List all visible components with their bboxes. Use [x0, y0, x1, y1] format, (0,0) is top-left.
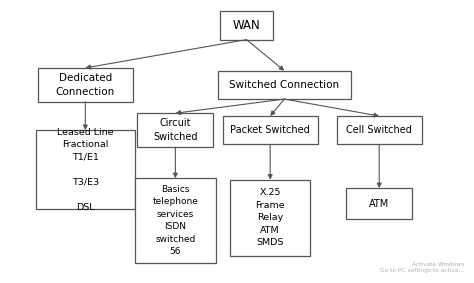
FancyBboxPatch shape [337, 116, 422, 144]
Text: Cell Switched: Cell Switched [346, 125, 412, 135]
FancyBboxPatch shape [137, 113, 213, 147]
FancyBboxPatch shape [220, 11, 273, 40]
FancyBboxPatch shape [230, 180, 310, 256]
FancyBboxPatch shape [223, 116, 318, 144]
FancyBboxPatch shape [36, 130, 135, 209]
Text: Dedicated
Connection: Dedicated Connection [55, 73, 115, 97]
Text: Leased Line
Fractional
T1/E1

T3/E3

DSL: Leased Line Fractional T1/E1 T3/E3 DSL [57, 128, 114, 212]
Text: Basics
telephone
services
ISDN
switched
56: Basics telephone services ISDN switched … [153, 185, 198, 256]
Text: Packet Switched: Packet Switched [230, 125, 310, 135]
Text: Switched Connection: Switched Connection [229, 80, 339, 90]
Text: Circuit
Switched: Circuit Switched [153, 118, 198, 142]
Text: WAN: WAN [233, 19, 260, 32]
Text: X.25
Frame
Relay
ATM
SMDS: X.25 Frame Relay ATM SMDS [255, 188, 285, 247]
FancyBboxPatch shape [135, 178, 216, 263]
Text: Activate Windows
Go to PC settings to activa...: Activate Windows Go to PC settings to ac… [381, 262, 465, 273]
FancyBboxPatch shape [346, 188, 412, 219]
FancyBboxPatch shape [38, 68, 133, 102]
Text: ATM: ATM [369, 199, 389, 209]
FancyBboxPatch shape [218, 71, 351, 99]
